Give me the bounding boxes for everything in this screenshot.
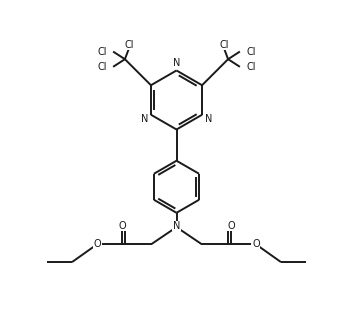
Text: Cl: Cl — [97, 62, 107, 72]
Text: N: N — [173, 221, 180, 231]
Text: N: N — [140, 114, 148, 124]
Text: O: O — [118, 221, 126, 231]
Text: Cl: Cl — [97, 46, 107, 57]
Text: O: O — [93, 239, 101, 249]
Text: Cl: Cl — [246, 62, 256, 72]
Text: Cl: Cl — [246, 46, 256, 57]
Text: Cl: Cl — [124, 40, 134, 50]
Text: N: N — [205, 114, 213, 124]
Text: O: O — [227, 221, 235, 231]
Text: O: O — [252, 239, 260, 249]
Text: Cl: Cl — [219, 40, 229, 50]
Text: N: N — [173, 58, 180, 68]
